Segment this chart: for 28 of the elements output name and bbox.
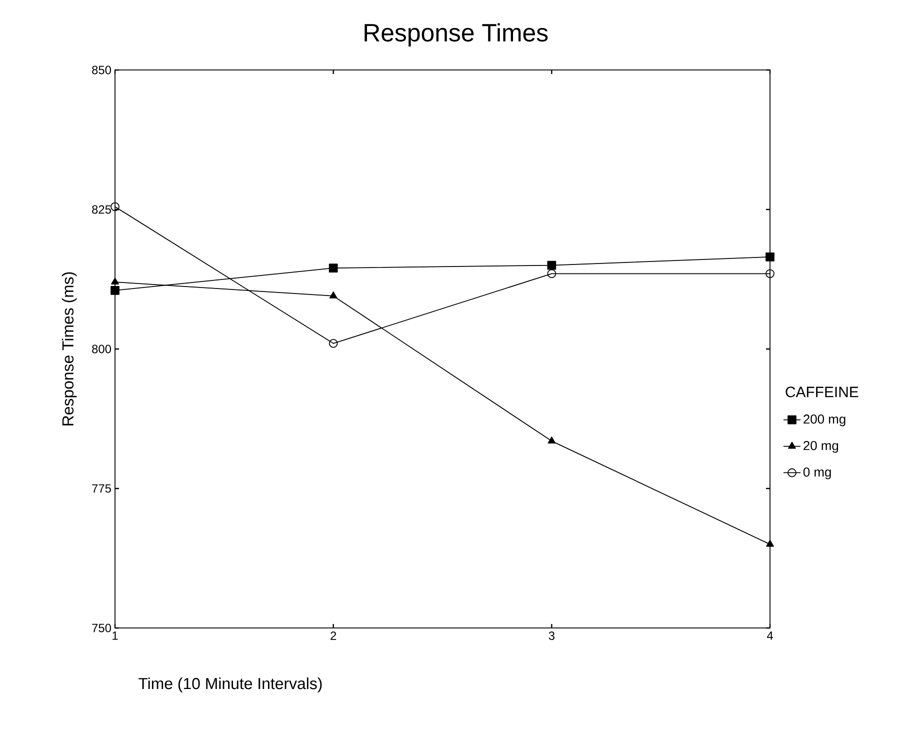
point bbox=[766, 269, 774, 278]
legend-title: CAFFEINE bbox=[786, 386, 858, 398]
x-tick-label: 3 bbox=[548, 632, 554, 640]
legend-label: 200 mg bbox=[804, 414, 846, 426]
point bbox=[547, 260, 556, 270]
y-axis-title: Response Times (ms) bbox=[62, 272, 77, 426]
y-tick-label: 750 bbox=[92, 624, 112, 632]
point bbox=[329, 292, 338, 298]
y-tick-label: 800 bbox=[92, 344, 112, 354]
y-tick-label: 775 bbox=[92, 484, 111, 493]
x-tick-label: 1 bbox=[112, 632, 118, 640]
point bbox=[766, 252, 774, 262]
point bbox=[328, 264, 338, 273]
point bbox=[111, 278, 119, 284]
x-tick-label: 4 bbox=[766, 632, 773, 640]
point bbox=[766, 540, 774, 547]
y-tick-label: 850 bbox=[92, 66, 112, 74]
x-axis-title: Time (10 Minute Intervals) bbox=[138, 678, 322, 692]
chart-title: Response Times bbox=[364, 23, 548, 46]
point bbox=[110, 286, 120, 295]
legend-label: 0 mg bbox=[803, 467, 831, 480]
legend-label: 20 mg bbox=[804, 440, 838, 453]
point bbox=[548, 436, 556, 444]
x-tick-label: 2 bbox=[330, 632, 336, 640]
point bbox=[547, 269, 556, 278]
point bbox=[110, 202, 120, 212]
point bbox=[328, 338, 338, 348]
y-tick-label: 825 bbox=[92, 205, 111, 214]
